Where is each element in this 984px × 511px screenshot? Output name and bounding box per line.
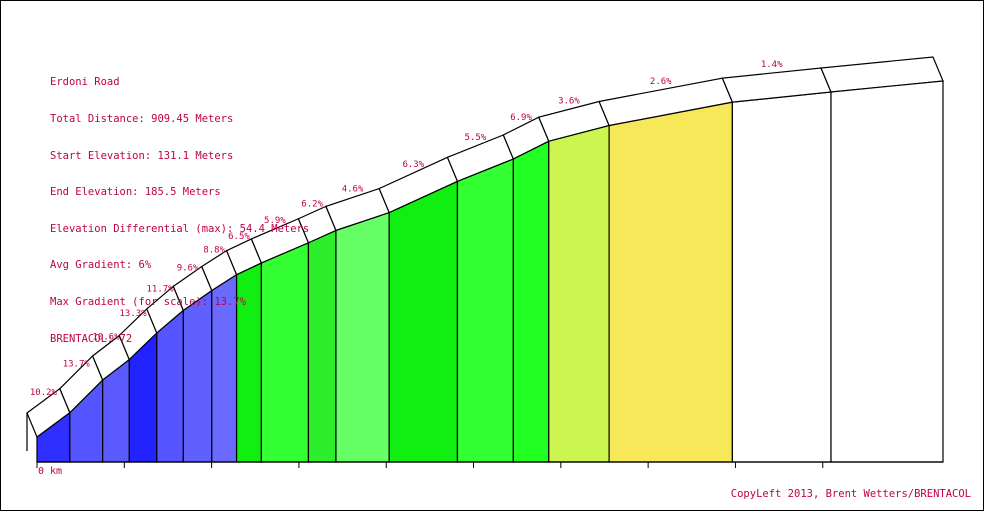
road-name: Erdoni Road xyxy=(50,76,120,89)
gradient-label: 6.2% xyxy=(301,200,323,210)
x-axis-start-label: 0 km xyxy=(38,466,62,477)
gradient-label: 6.9% xyxy=(510,113,532,123)
profile-right-end xyxy=(830,80,944,463)
gradient-label: 4.6% xyxy=(342,184,364,194)
end-elevation: End Elevation: 185.5 Meters xyxy=(50,186,221,199)
segment-fill xyxy=(512,140,550,463)
segment-fill xyxy=(731,91,832,463)
avg-gradient: Avg Gradient: 6% xyxy=(50,259,152,272)
gradient-label: 13.3% xyxy=(119,309,147,319)
start-elevation: Start Elevation: 131.1 Meters xyxy=(50,149,234,162)
gradient-label: 10.2% xyxy=(30,388,58,398)
total-distance: Total Distance: 909.45 Meters xyxy=(50,113,234,126)
gradient-label: 10.6% xyxy=(92,333,120,343)
elevation-differential: Elevation Differential (max): 54.4 Meter… xyxy=(50,222,310,235)
gradient-label: 5.5% xyxy=(465,133,487,143)
segment-fill xyxy=(335,211,390,463)
gradient-label: 8.8% xyxy=(203,246,225,256)
segment-fill xyxy=(608,101,733,463)
brentacol-score: BRENTACOL: 72 xyxy=(50,332,133,345)
gradient-label: 5.9% xyxy=(264,216,286,226)
gradient-label: 3.6% xyxy=(558,96,580,106)
max-gradient: Max Gradient (for scale): 13.7% xyxy=(50,296,246,309)
segment-fill xyxy=(548,124,610,463)
gradient-label: 9.6% xyxy=(177,263,199,273)
segment-fill xyxy=(456,158,514,463)
segment-fill xyxy=(307,229,337,463)
gradient-label: 2.6% xyxy=(650,77,672,87)
gradient-label: 13.7% xyxy=(63,359,91,369)
gradient-label: 6.3% xyxy=(402,160,424,170)
gradient-label: 6.5% xyxy=(228,232,250,242)
gradient-label: 1.4% xyxy=(761,60,783,70)
gradient-label: 11.7% xyxy=(147,285,175,295)
segment-fill xyxy=(388,180,459,463)
copyleft-credit: CopyLeft 2013, Brent Wetters/BRENTACOL xyxy=(730,488,971,500)
climb-info-block: Erdoni Road Total Distance: 909.45 Meter… xyxy=(50,52,309,369)
